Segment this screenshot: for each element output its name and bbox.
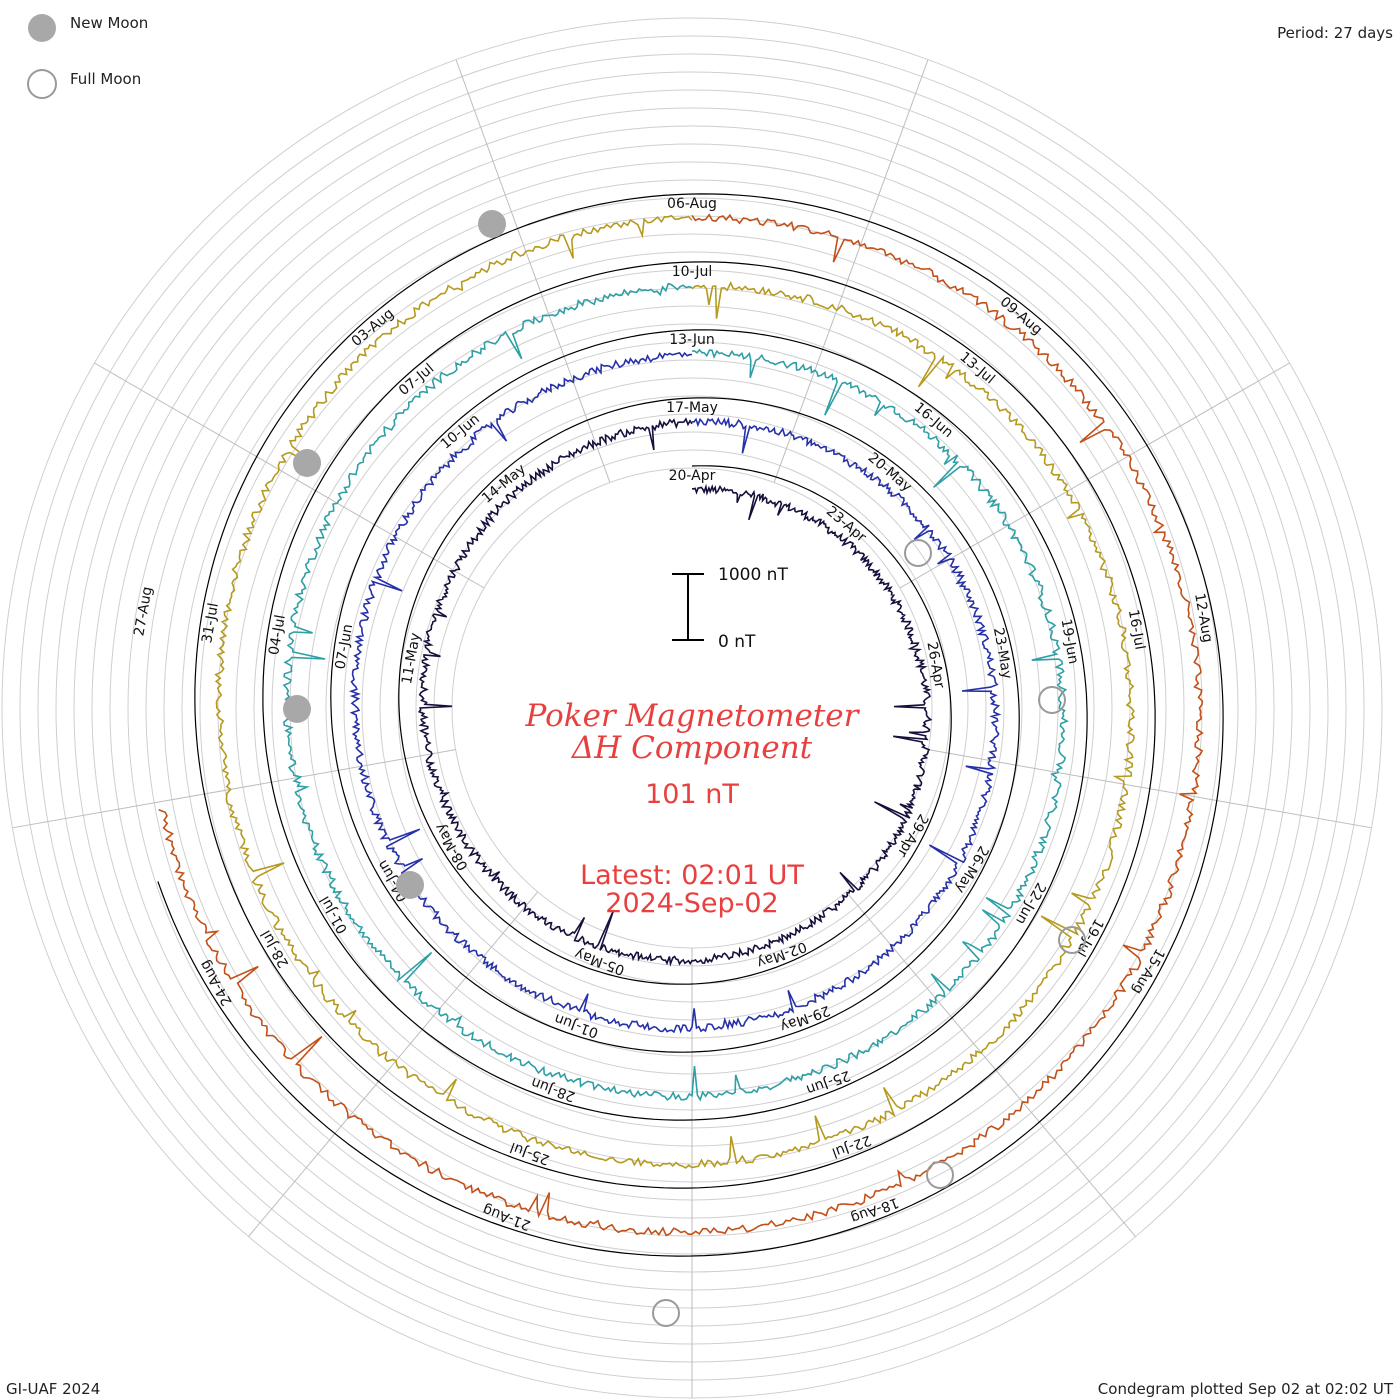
baseline-spiral (157, 193, 1224, 1257)
date-label: 20-Apr (669, 468, 716, 484)
latest-time: Latest: 02:01 UT (580, 860, 804, 891)
date-label: 13-Jun (669, 332, 715, 348)
date-label: 31-Jul (199, 602, 222, 645)
new-moon-marker (478, 210, 506, 238)
full-moon-icon (27, 69, 57, 99)
date-label: 24-Aug (197, 957, 236, 1008)
trace-series-0 (417, 417, 933, 967)
date-label: 07-Jun (333, 623, 357, 671)
new-moon-icon (28, 14, 56, 42)
period-label: Period: 27 days (1277, 24, 1393, 42)
scale-top-label: 1000 nT (718, 565, 788, 585)
chart-subtitle: ΔH Component (571, 730, 813, 766)
full-moon-marker (904, 539, 932, 567)
new-moon-marker (396, 871, 424, 899)
full-moon-marker (652, 1299, 680, 1327)
trace-series-3 (214, 214, 1136, 1169)
scale-bottom-label: 0 nT (718, 632, 756, 652)
new-moon-marker (283, 695, 311, 723)
new-moon-marker (293, 449, 321, 477)
date-label: 26-May (952, 843, 992, 896)
date-label: 04-Jul (266, 614, 289, 657)
trace-series-1 (348, 351, 1002, 1034)
full-moon-marker (1058, 926, 1086, 954)
date-label: 23-May (990, 626, 1015, 680)
full-moon-marker (926, 1161, 954, 1189)
footer-plotted-time: Condegram plotted Sep 02 at 02:02 UT (1098, 1380, 1394, 1398)
date-label: 17-May (666, 400, 718, 416)
moon-markers (283, 210, 1086, 1327)
legend-new-moon-label: New Moon (70, 14, 148, 32)
date-label: 26-Apr (923, 641, 947, 690)
date-label: 06-Aug (667, 196, 717, 212)
footer-credit: GI-UAF 2024 (6, 1380, 100, 1398)
legend: New Moon Full Moon (27, 14, 148, 99)
date-label: 16-Jul (1125, 608, 1148, 651)
date-label: 10-Jul (672, 264, 713, 280)
latest-date: 2024-Sep-02 (605, 888, 778, 919)
current-value: 101 nT (645, 779, 739, 810)
date-label: 19-Jun (1058, 618, 1082, 666)
date-label: 02-May (755, 938, 809, 971)
data-traces (158, 213, 1204, 1237)
legend-full-moon-label: Full Moon (70, 70, 141, 88)
full-moon-marker (1038, 686, 1066, 714)
scale-bar: 1000 nT 0 nT (672, 565, 788, 652)
trace-series-2 (282, 282, 1069, 1102)
chart-title: Poker Magnetometer (525, 698, 861, 734)
trace-series-4 (158, 213, 1204, 1237)
